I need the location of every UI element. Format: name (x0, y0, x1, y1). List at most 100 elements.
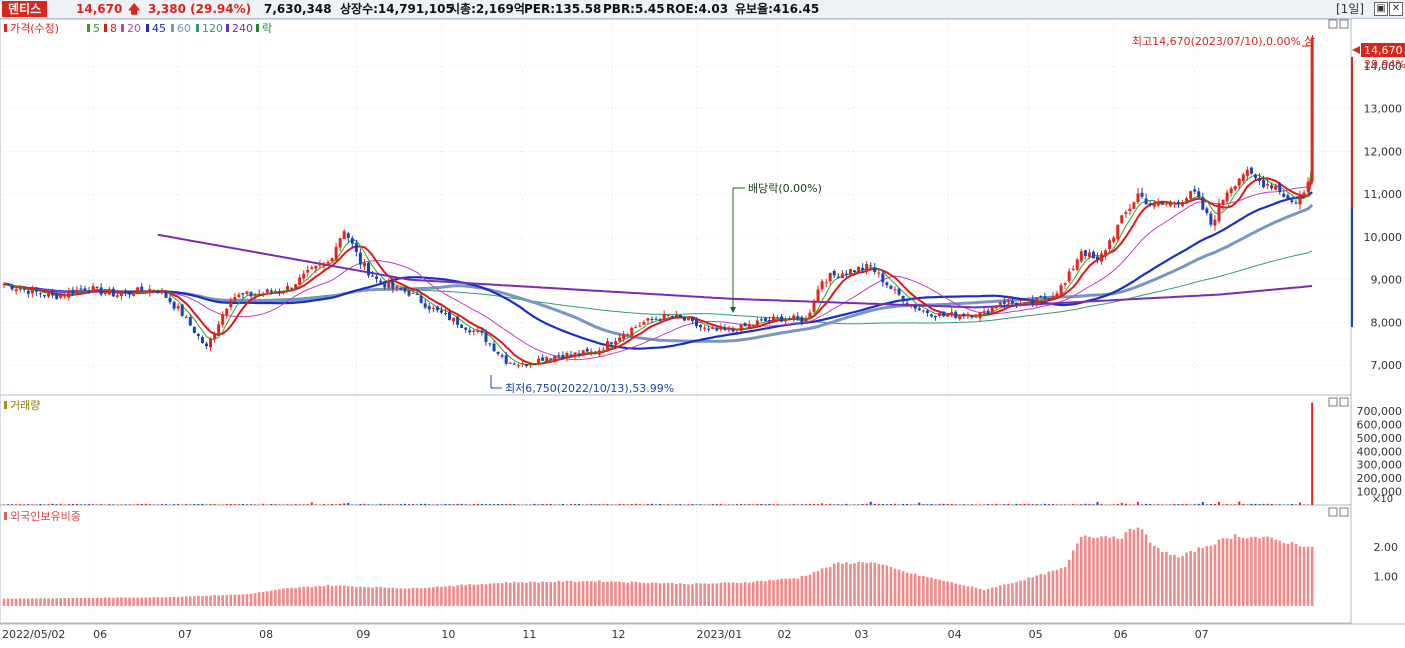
volume-bar (1060, 504, 1063, 505)
foreign-ratio-bar (472, 584, 476, 606)
volume-bar (63, 504, 66, 505)
volume-bar (310, 502, 313, 505)
foreign-ratio-bar (602, 581, 605, 606)
price-panel-close-icon[interactable] (1339, 19, 1349, 29)
foreign-ratio-bar (1181, 555, 1184, 606)
volume-bar (1039, 504, 1042, 505)
foreign-ratio-bar (1278, 540, 1282, 606)
volume-bar (1023, 503, 1026, 505)
foreign-ratio-bar (598, 580, 601, 606)
foreign-ratio-bar (1080, 536, 1083, 606)
candle-body (994, 305, 998, 309)
candle-body (128, 291, 132, 295)
candle-body (43, 294, 46, 297)
panel-buttons[interactable] (1328, 19, 1349, 517)
volume-bar (294, 504, 297, 505)
foreign-ratio-bar (1209, 545, 1213, 606)
volume-bar (970, 504, 973, 505)
volume-bar (626, 504, 629, 505)
volume-panel-close-icon[interactable] (1339, 397, 1349, 407)
date-tick-label: 10 (441, 628, 455, 641)
candle-body (1067, 271, 1071, 282)
volume-bar (88, 504, 91, 505)
foreign-ratio-bar (140, 597, 143, 606)
stock-name[interactable]: 덴티스 (2, 1, 48, 17)
volume-bar (1290, 503, 1293, 505)
candle-body (435, 306, 439, 311)
volume-bar (1177, 504, 1180, 505)
candle-body (47, 293, 51, 297)
candle-body (91, 286, 95, 292)
volume-bar (116, 504, 119, 505)
candle-body (800, 317, 804, 323)
foreign-ratio-bar (1233, 534, 1237, 606)
volume-bar (339, 503, 342, 505)
price-panel-restore-icon[interactable] (1328, 19, 1338, 29)
low-annotation: 최저6,750(2022/10/13),53.99% (505, 382, 674, 395)
volume-bar (651, 503, 653, 505)
volume-bar (1226, 504, 1229, 505)
restore-icon[interactable]: ▣ (1374, 2, 1388, 16)
foreign-ratio-bar (1104, 536, 1107, 606)
price-tick-label: 7,000 (1371, 359, 1403, 372)
foreign-ratio-bar (39, 598, 42, 606)
candle-body (1075, 259, 1079, 270)
foreign-ratio-bar (484, 584, 488, 606)
close-icon[interactable]: ✕ (1389, 2, 1403, 16)
volume-bar (1141, 504, 1144, 505)
candle-body (508, 362, 512, 364)
volume-tick-label: 100,000 (1357, 486, 1403, 499)
period-selector[interactable]: [1일] (1336, 2, 1365, 16)
candle-body (832, 270, 836, 276)
foreign-ratio-bar (711, 583, 715, 606)
volume-bar (205, 504, 208, 505)
foreign-ratio-bar (27, 598, 30, 606)
candle-body (1108, 240, 1112, 250)
legend-ma8: 8 (110, 22, 117, 35)
candle-body (468, 330, 472, 333)
date-tick-label: 06 (1114, 628, 1128, 641)
foreign-panel-close-icon[interactable] (1339, 507, 1349, 517)
candle-body (261, 293, 265, 295)
foreign-ratio-bar (346, 586, 350, 606)
foreign-ratio-bar (966, 586, 970, 606)
volume-panel-restore-icon[interactable] (1328, 397, 1338, 407)
foreign-ratio-bar (1007, 583, 1010, 606)
volume-bar (638, 504, 641, 505)
volume-bar (1088, 503, 1091, 505)
candle-body (1055, 293, 1059, 298)
foreign-ratio-bar (610, 581, 613, 606)
volume-bar (306, 504, 309, 505)
candle-body (763, 317, 767, 321)
candle-body (387, 281, 391, 288)
volume-bar (634, 503, 637, 505)
volume-bar (335, 504, 338, 505)
foreign-ratio-bar (594, 581, 597, 606)
foreign-ratio-bar (172, 596, 176, 606)
volume-bar (695, 504, 698, 505)
foreign-ratio-bar (55, 598, 58, 606)
candle-body (921, 310, 925, 312)
candle-body (464, 327, 468, 330)
candle-body (836, 276, 840, 278)
volume-bar (715, 504, 718, 505)
foreign-ratio-bar (1027, 577, 1030, 606)
foreign-ratio-bar (853, 563, 856, 606)
foreign-panel-restore-icon[interactable] (1328, 507, 1338, 517)
volume-bar (646, 503, 649, 505)
candle-body (759, 319, 763, 321)
candle-body (545, 357, 549, 363)
foreign-ratio-bar (241, 594, 245, 606)
foreign-ratio-bar (589, 581, 593, 606)
foreign-ratio-bar (954, 583, 958, 606)
candle-body (1132, 202, 1136, 209)
candle-body (1229, 188, 1233, 194)
foreign-ratio-bar (804, 575, 808, 606)
volume-bar (1072, 504, 1075, 505)
volume-bar (529, 504, 532, 505)
foreign-ratio-bar (164, 597, 168, 606)
foreign-ratio-bar (1071, 550, 1075, 606)
foreign-ratio-bar (1213, 544, 1217, 606)
volume-bar (1238, 501, 1241, 505)
volume-bar (1112, 504, 1115, 505)
